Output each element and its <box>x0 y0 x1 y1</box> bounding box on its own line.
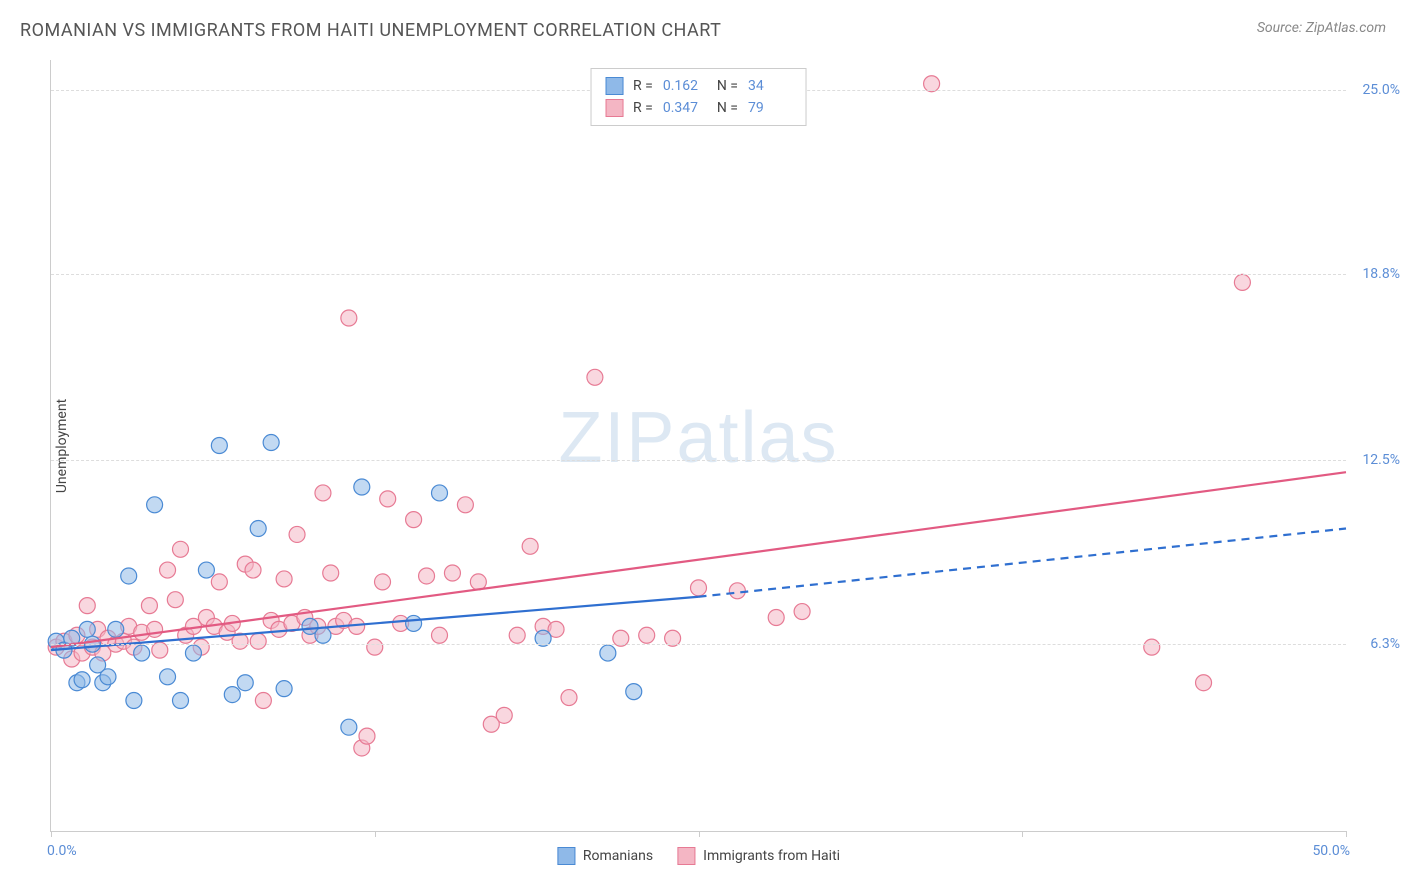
x-axis-tick-mark <box>699 831 700 837</box>
data-point <box>160 669 176 685</box>
data-point <box>79 598 95 614</box>
haiti-N-value: 79 <box>748 100 792 116</box>
data-point <box>134 645 150 661</box>
data-point <box>255 693 271 709</box>
data-point <box>74 672 90 688</box>
data-point <box>341 310 357 326</box>
chart-source: Source: ZipAtlas.com <box>1257 20 1386 36</box>
data-point <box>185 645 201 661</box>
data-point <box>561 690 577 706</box>
data-point <box>126 693 142 709</box>
haiti-R-value: 0.347 <box>663 100 707 116</box>
data-point <box>147 497 163 513</box>
data-point <box>444 565 460 581</box>
data-point <box>79 621 95 637</box>
data-point <box>237 675 253 691</box>
gridline <box>51 460 1346 461</box>
y-axis-tick-label: 12.5% <box>1362 452 1400 468</box>
gridline <box>51 274 1346 275</box>
data-point <box>432 627 448 643</box>
data-point <box>100 669 116 685</box>
data-point <box>224 687 240 703</box>
data-point <box>108 621 124 637</box>
data-point <box>367 639 383 655</box>
data-point <box>211 438 227 454</box>
chart-title: ROMANIAN VS IMMIGRANTS FROM HAITI UNEMPL… <box>20 20 721 41</box>
data-point <box>323 565 339 581</box>
y-axis-tick-label: 18.8% <box>1362 266 1400 282</box>
y-axis-tick-label: 25.0% <box>1362 82 1400 98</box>
x-axis-tick-mark <box>375 831 376 837</box>
data-point <box>276 571 292 587</box>
x-axis-tick-right: 50.0% <box>1312 843 1350 859</box>
legend-swatch-haiti-2 <box>677 847 695 865</box>
legend-correlation-box: R = 0.162 N = 34 R = 0.347 N = 79 <box>590 68 807 126</box>
regression-line <box>699 529 1347 597</box>
legend-row-romanians: R = 0.162 N = 34 <box>605 75 792 97</box>
y-axis-tick-label: 6.3% <box>1370 636 1400 652</box>
x-axis-tick-mark <box>1346 831 1347 837</box>
data-point <box>600 645 616 661</box>
data-point <box>380 491 396 507</box>
title-bar: ROMANIAN VS IMMIGRANTS FROM HAITI UNEMPL… <box>20 20 1386 41</box>
data-point <box>354 479 370 495</box>
data-point <box>639 627 655 643</box>
data-point <box>250 633 266 649</box>
data-point <box>1234 274 1250 290</box>
data-point <box>626 684 642 700</box>
data-point <box>359 728 375 744</box>
data-point <box>419 568 435 584</box>
x-axis-tick-left: 0.0% <box>47 843 77 859</box>
data-point <box>432 485 448 501</box>
data-point <box>509 627 525 643</box>
data-point <box>250 521 266 537</box>
data-point <box>167 592 183 608</box>
legend-label-romanians: Romanians <box>583 848 653 864</box>
data-point <box>289 526 305 542</box>
data-point <box>691 580 707 596</box>
legend-item-haiti: Immigrants from Haiti <box>677 847 840 865</box>
data-point <box>522 538 538 554</box>
data-point <box>173 693 189 709</box>
data-point <box>470 574 486 590</box>
data-point <box>198 562 214 578</box>
data-point <box>315 485 331 501</box>
romanians-R-value: 0.162 <box>663 78 707 94</box>
legend-row-haiti: R = 0.347 N = 79 <box>605 97 792 119</box>
legend-swatch-romanians-2 <box>557 847 575 865</box>
data-point <box>245 562 261 578</box>
data-point <box>496 707 512 723</box>
data-point <box>160 562 176 578</box>
legend-swatch-romanians <box>605 77 623 95</box>
x-axis-tick-mark <box>51 831 52 837</box>
data-point <box>768 609 784 625</box>
data-point <box>173 541 189 557</box>
data-point <box>375 574 391 590</box>
scatter-plot-svg <box>51 60 1346 831</box>
data-point <box>457 497 473 513</box>
data-point <box>276 681 292 697</box>
data-point <box>211 574 227 590</box>
data-point <box>263 435 279 451</box>
data-point <box>121 568 137 584</box>
legend-series-bottom: Romanians Immigrants from Haiti <box>557 847 840 865</box>
data-point <box>1196 675 1212 691</box>
legend-label-haiti: Immigrants from Haiti <box>703 848 840 864</box>
data-point <box>141 598 157 614</box>
legend-swatch-haiti <box>605 99 623 117</box>
data-point <box>587 369 603 385</box>
legend-item-romanians: Romanians <box>557 847 653 865</box>
data-point <box>1144 639 1160 655</box>
data-point <box>729 583 745 599</box>
data-point <box>406 512 422 528</box>
romanians-N-value: 34 <box>748 78 792 94</box>
data-point <box>794 604 810 620</box>
data-point <box>341 719 357 735</box>
data-point <box>406 615 422 631</box>
chart-area: ZIPatlas R = 0.162 N = 34 R = 0.347 N = … <box>50 60 1346 832</box>
x-axis-tick-mark <box>1022 831 1023 837</box>
data-point <box>315 627 331 643</box>
gridline <box>51 644 1346 645</box>
